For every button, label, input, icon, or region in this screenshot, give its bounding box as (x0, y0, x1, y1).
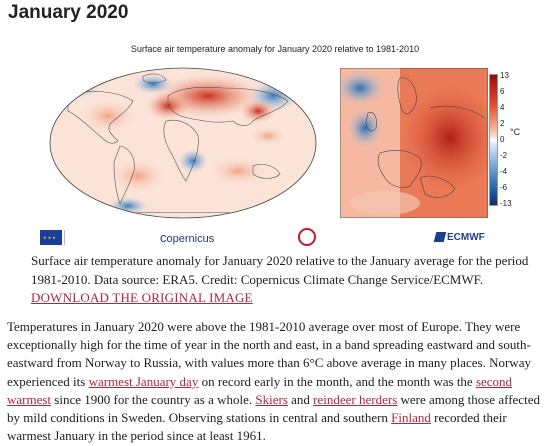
colorbar-tick: 2 (500, 119, 505, 128)
c3s-logo (298, 226, 321, 248)
c3s-wordmark-icon (320, 234, 321, 240)
paragraph-text: Temperatures in January 2020 were above … (7, 319, 531, 389)
colorbar-tick: 13 (500, 71, 509, 80)
colorbar-tick: 6 (500, 87, 505, 96)
page-title: January 2020 (8, 2, 129, 23)
paragraph-text: were among those affected by mild condit… (7, 391, 540, 426)
europe-anomaly-map (340, 68, 488, 218)
paragraph-text: on record early in the month, and the mo… (198, 373, 476, 389)
colorbar-tick: -13 (500, 199, 512, 208)
colorbar-tick: 4 (500, 103, 505, 112)
download-image-link[interactable]: DOWNLOAD THE ORIGINAL IMAGE (31, 290, 253, 305)
colorbar-tick: -6 (500, 183, 508, 192)
finland-link[interactable]: Finland (391, 410, 431, 426)
second-warmest-link[interactable]: second warmest (7, 373, 513, 407)
ecmwf-mark-icon (433, 232, 447, 242)
eu-flag-icon (40, 229, 62, 245)
warmest-january-day-link[interactable]: warmest January day (88, 373, 199, 389)
c3s-circle-icon (298, 228, 316, 246)
caption-text: Surface air temperature anomaly for Janu… (31, 253, 529, 287)
colorbar-unit: °C (510, 127, 521, 137)
partner-logos: copernicus ECMWF (30, 226, 520, 250)
copernicus-logo-text: copernicus (160, 229, 215, 245)
reindeer-herders-link[interactable]: reindeer herders (313, 391, 398, 407)
anomaly-figure: Surface air temperature anomaly for Janu… (30, 40, 520, 252)
eu-logo (40, 226, 79, 248)
colorbar (489, 74, 498, 206)
paragraph-text: recorded their warmest January in the pe… (7, 410, 507, 444)
map-title: Surface air temperature anomaly for Janu… (130, 44, 420, 54)
world-anomaly-map (49, 67, 317, 219)
article-paragraph: Temperatures in January 2020 were above … (7, 318, 545, 445)
skiers-link[interactable]: Skiers (255, 391, 288, 407)
ecmwf-logo-text: ECMWF (447, 231, 485, 243)
figure-caption: Surface air temperature anomaly for Janu… (31, 252, 531, 308)
eu-divider (64, 229, 79, 245)
colorbar-tick: -4 (500, 167, 508, 176)
paragraph-text: and (287, 391, 314, 407)
colorbar-tick: -2 (500, 151, 508, 160)
colorbar-tick: 0 (500, 135, 505, 144)
copernicus-logo: copernicus (160, 226, 214, 248)
ecmwf-logo: ECMWF (433, 226, 485, 248)
paragraph-text: since 1900 for the country as a whole. (51, 391, 256, 407)
